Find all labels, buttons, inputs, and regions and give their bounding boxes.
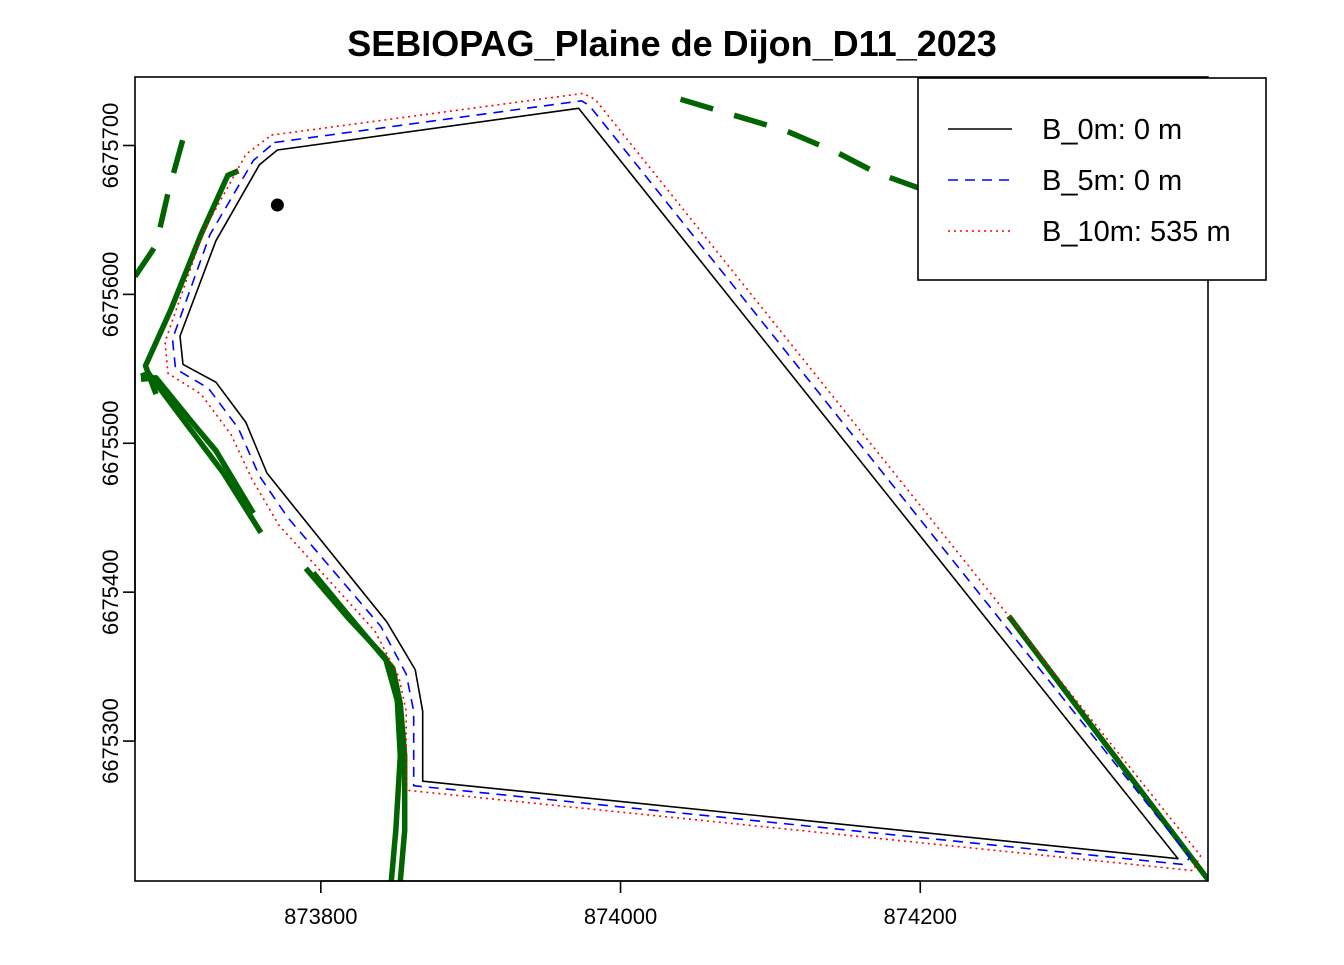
boundary-b0 [179,107,1179,860]
x-tick-label: 873800 [284,904,357,929]
legend-box [917,77,1267,281]
y-tick-label: 6675400 [98,549,123,635]
y-tick-label: 6675600 [98,252,123,338]
hedge-line [311,571,408,881]
legend-label-b10: B_10m: 535 m [1042,216,1231,248]
plot-area [135,92,1208,881]
hedge-line [135,132,188,279]
legend-label-b5: B_5m: 0 m [1042,165,1182,197]
hedge-line [142,168,240,396]
hedge-line [1006,614,1208,881]
boundary-b10 [164,92,1202,872]
sample-point [270,198,284,212]
x-tick-label: 874000 [584,904,657,929]
legend: B_0m: 0 m B_5m: 0 m B_10m: 535 m [917,77,1267,281]
legend-label-b0: B_0m: 0 m [1042,114,1182,146]
x-axis: 873800 874000 874200 [284,880,957,929]
boundary-b5 [171,100,1191,866]
y-tick-label: 6675300 [98,698,123,784]
hedge-line [679,96,959,205]
chart-title: SEBIOPAG_Plaine de Dijon_D11_2023 [347,23,997,64]
y-tick-label: 6675700 [98,103,123,189]
x-tick-label: 874200 [884,904,957,929]
hedge-line [139,370,264,535]
y-tick-label: 6675500 [98,400,123,486]
hedge-line [303,566,404,881]
hedge-line [140,375,256,515]
y-axis: 6675300 6675400 6675500 6675600 6675700 [98,103,136,784]
